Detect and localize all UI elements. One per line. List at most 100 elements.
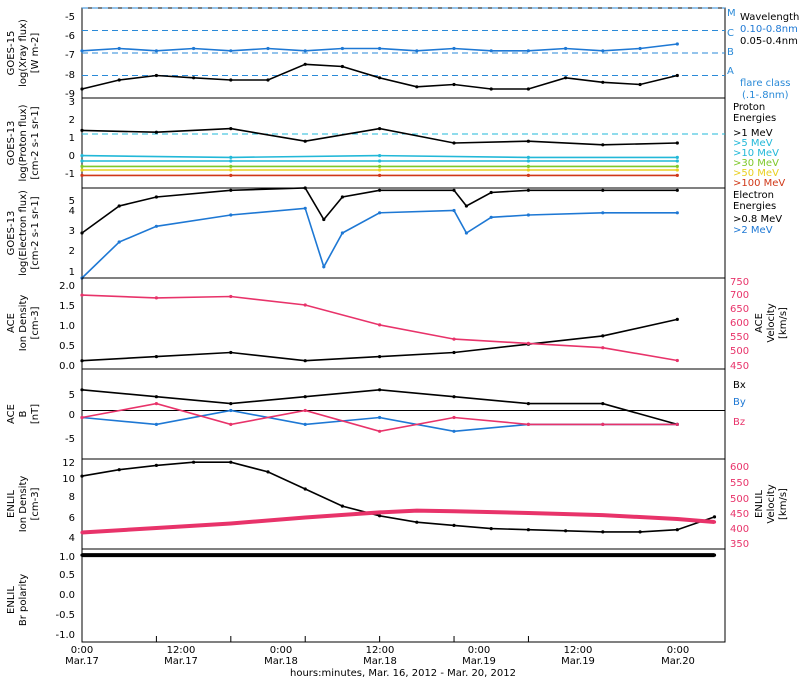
data-point [526, 511, 531, 515]
data-point [229, 188, 233, 192]
ytick-label: 1.0 [59, 552, 75, 563]
data-point [712, 553, 717, 557]
data-point [489, 190, 493, 195]
data-point [303, 206, 307, 210]
data-point [117, 46, 121, 51]
legend-title-1: Proton [733, 102, 765, 113]
data-point [154, 526, 158, 530]
xtick-date: Mar.19 [561, 656, 595, 667]
ylabel-line1: GOES-13 [6, 211, 17, 256]
ylabel-line1: ENLIL [6, 490, 17, 518]
data-point [229, 294, 233, 299]
ylabel-line2: log(Electron flux) [18, 190, 29, 276]
data-point [229, 49, 233, 53]
x-axis-title: hours:minutes, Mar. 16, 2012 - Mar. 20, … [290, 668, 516, 679]
data-point [303, 49, 307, 53]
panel-ace-plasma: ACE Ion Density [cm-3] 0.0 0.5 1.0 1.5 2… [6, 277, 789, 372]
panel-frame [81, 458, 726, 550]
data-point [154, 224, 158, 228]
data-point [303, 359, 307, 363]
data-point [266, 46, 270, 51]
legend-title-2: Energies [733, 113, 776, 124]
data-point [303, 515, 307, 520]
legend-entry-1: >5 MeV [733, 138, 773, 149]
series-by [81, 409, 678, 433]
flare-level-label: M [727, 8, 736, 19]
ytick-label: 0.0 [59, 361, 75, 372]
ylabel-line3: [cm-2 s-1 sr-1] [30, 196, 41, 269]
ylabel-right-line3: [km/s] [778, 307, 789, 339]
data-point [489, 87, 493, 91]
panel-frame [81, 368, 726, 460]
legend-entry-1: By [733, 397, 746, 408]
data-point [229, 213, 233, 217]
data-point [154, 73, 158, 78]
flare-class-title: flare class [740, 78, 790, 89]
data-point [601, 422, 605, 426]
series--2-mev [81, 207, 678, 279]
data-point [712, 515, 717, 519]
panel-xray: GOES-15 log(Xray flux) [W m-2] -9 -8 -7 … [6, 7, 799, 101]
ylabel-line2: Br polarity [18, 574, 29, 626]
data-point [601, 334, 605, 338]
ytick-label: 1.5 [59, 301, 75, 312]
ytick-label: 2 [69, 246, 75, 257]
ytick-label: 4 [69, 533, 75, 544]
ytick-label: 1 [69, 267, 75, 278]
flare-class-note: (.1-.8nm) [742, 90, 789, 101]
data-point [229, 168, 233, 172]
panel-protons: GOES-13 log(Proton flux) [cm-2 s-1 sr-1]… [6, 97, 785, 189]
ylabel-line1: GOES-15 [6, 31, 17, 76]
panel-ace-b: ACE B [nT] -5 0 5 Bx By Bz [6, 368, 746, 460]
data-point [80, 173, 84, 177]
data-point [80, 87, 84, 91]
data-point [452, 82, 456, 87]
data-point [229, 521, 233, 526]
ytick-label: -9 [65, 89, 75, 100]
data-point [526, 173, 531, 177]
ylabel-line1: GOES-13 [6, 121, 17, 166]
xtick-date: Mar.17 [164, 656, 198, 667]
series--1-mev [81, 127, 678, 146]
ytick-right-label: 500 [730, 494, 749, 505]
data-point [378, 388, 382, 392]
data-point [303, 62, 307, 66]
flare-level-label: B [727, 47, 734, 58]
data-point [303, 408, 307, 413]
data-point [192, 460, 196, 464]
data-point [229, 408, 233, 413]
ylabel-line2: Ion Density [18, 476, 29, 533]
data-point [229, 350, 233, 355]
ytick-label: 6 [69, 513, 75, 524]
data-point [638, 530, 642, 534]
data-point [154, 195, 158, 199]
legend-title: Wavelength [740, 12, 799, 23]
ytick-label: -1.0 [55, 630, 75, 641]
ytick-label: -5 [65, 434, 75, 445]
ylabel-line2: log(Xray flux) [18, 19, 29, 87]
ylabel-right-line1: ACE [754, 313, 765, 333]
data-point [80, 474, 84, 478]
data-point [526, 49, 531, 53]
series-layer [80, 460, 717, 535]
legend-entry-0: >0.8 MeV [733, 214, 782, 225]
data-point [601, 49, 605, 53]
data-point [601, 211, 605, 215]
data-point [464, 231, 468, 235]
data-point [452, 415, 456, 420]
ytick-label: -5 [65, 12, 75, 23]
data-point [601, 143, 605, 147]
xtick-time: 12:00 [167, 645, 196, 656]
ytick-label: 0 [69, 410, 75, 421]
legend-title-1: Electron [733, 190, 774, 201]
data-point [675, 42, 679, 46]
data-point [229, 164, 233, 168]
data-point [229, 173, 233, 177]
ytick-label: 8 [69, 492, 75, 503]
panel-frame [81, 187, 726, 279]
data-point [340, 64, 344, 69]
series-velocity [81, 294, 678, 362]
data-point [464, 204, 468, 208]
data-point [229, 155, 233, 159]
